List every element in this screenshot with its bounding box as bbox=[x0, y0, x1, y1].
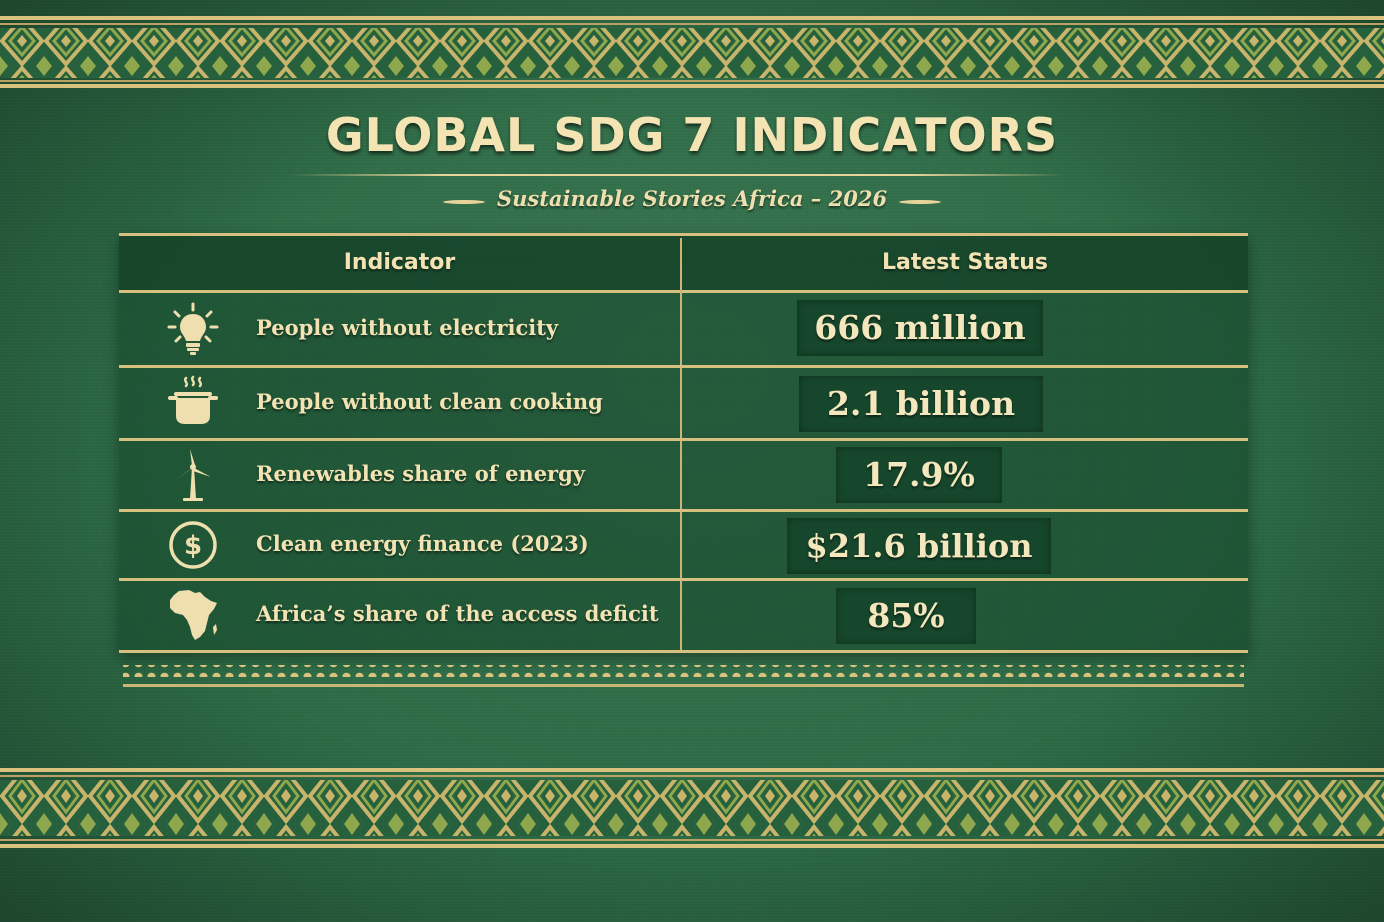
table-rule bbox=[119, 509, 1248, 512]
row-value: 85% bbox=[836, 588, 976, 644]
title-underline bbox=[290, 174, 1066, 176]
table-rule bbox=[119, 438, 1248, 441]
top-decorative-border bbox=[0, 16, 1384, 88]
row-label: People without electricity bbox=[256, 315, 559, 340]
subtitle: Sustainable Stories Africa – 2026 bbox=[496, 186, 888, 211]
left-ornament-dash bbox=[442, 199, 485, 204]
table-rule bbox=[119, 650, 1248, 653]
subtitle-row: Sustainable Stories Africa – 2026 bbox=[0, 186, 1384, 211]
row-value: 17.9% bbox=[836, 447, 1002, 503]
table-row: People without electricity 666 million bbox=[119, 293, 1248, 365]
table-row: People without clean cooking 2.1 billion bbox=[119, 368, 1248, 438]
svg-text:$: $ bbox=[184, 531, 202, 561]
table-row: $ Clean energy finance (2023) $21.6 bill… bbox=[119, 512, 1248, 578]
row-label: People without clean cooking bbox=[256, 389, 603, 414]
table-rule bbox=[119, 233, 1248, 236]
table-rule bbox=[119, 365, 1248, 368]
dollar-coin-icon: $ bbox=[165, 517, 221, 573]
right-ornament-dash bbox=[899, 199, 942, 204]
table-row: Renewables share of energy 17.9% bbox=[119, 441, 1248, 509]
row-label: Africa’s share of the access deficit bbox=[256, 601, 659, 626]
lightbulb-icon bbox=[165, 301, 221, 357]
cooking-pot-icon bbox=[165, 374, 221, 430]
row-label: Clean energy finance (2023) bbox=[256, 531, 589, 556]
wind-turbine-icon bbox=[165, 447, 221, 503]
bottom-decorative-border bbox=[0, 768, 1384, 848]
header-indicator: Indicator bbox=[343, 250, 456, 275]
column-divider bbox=[680, 238, 682, 650]
table-rule bbox=[119, 578, 1248, 581]
row-value: $21.6 billion bbox=[787, 518, 1051, 574]
row-value: 2.1 billion bbox=[799, 376, 1043, 432]
africa-map-icon bbox=[165, 587, 221, 643]
table-header-row: Indicator Latest Status bbox=[119, 236, 1248, 290]
row-label: Renewables share of energy bbox=[256, 461, 586, 486]
header-latest-status: Latest Status bbox=[881, 250, 1049, 275]
table-rule bbox=[119, 290, 1248, 293]
indicators-table: Indicator Latest Status bbox=[119, 233, 1248, 653]
table-row: Africa’s share of the access deficit 85% bbox=[119, 581, 1248, 649]
page-title: GLOBAL SDG 7 INDICATORS bbox=[325, 108, 1059, 162]
dotted-trim bbox=[119, 658, 1248, 690]
row-value: 666 million bbox=[797, 300, 1043, 356]
